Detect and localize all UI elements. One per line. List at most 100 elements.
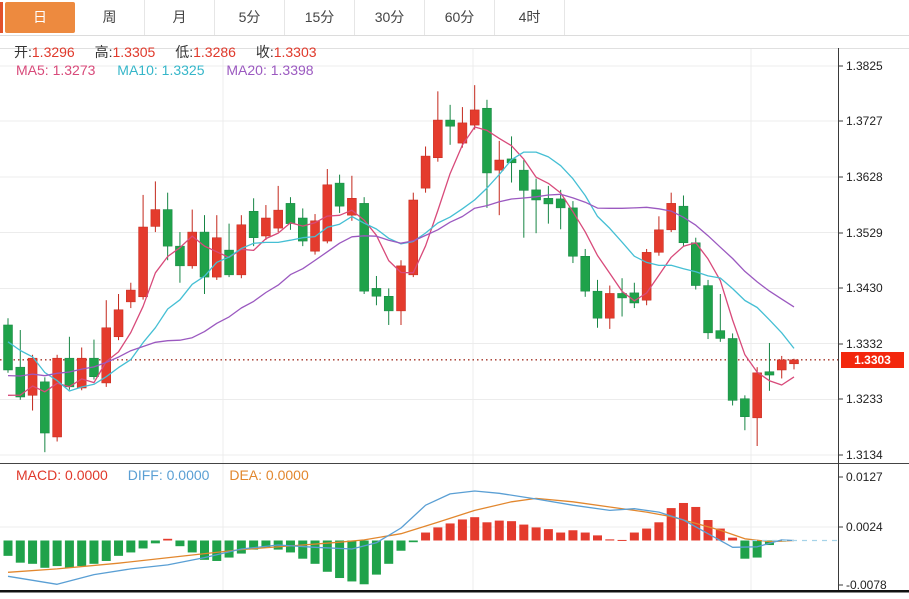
macd-bar	[298, 540, 308, 559]
macd-bar	[482, 522, 492, 541]
macd-bar	[101, 540, 111, 561]
macd-bar	[519, 524, 529, 541]
candle	[482, 107, 492, 174]
macd-bar	[580, 532, 590, 541]
macd-bar	[396, 540, 406, 551]
macd-bar	[236, 540, 246, 554]
macd-bar	[89, 540, 99, 564]
candle	[420, 155, 431, 189]
macd-bar	[666, 508, 676, 541]
macd-bar	[752, 540, 762, 558]
macd-bar	[77, 540, 87, 567]
candle	[261, 217, 271, 237]
candle	[531, 189, 541, 201]
macd-bar	[543, 529, 553, 541]
candle	[224, 249, 234, 276]
tab-15min[interactable]: 15分	[285, 0, 355, 35]
macd-bar	[384, 540, 394, 564]
candle	[285, 203, 296, 224]
macd-bar	[52, 540, 62, 567]
macd-bar	[138, 540, 148, 549]
candle	[617, 293, 627, 299]
macd-bar	[175, 540, 185, 547]
candle	[101, 327, 111, 384]
high-label: 高:	[94, 44, 113, 60]
price-tick-label: 1.3134	[846, 448, 883, 462]
candle	[175, 245, 185, 267]
tab-4hour[interactable]: 4时	[495, 0, 565, 35]
ma5-line	[7, 126, 795, 396]
candle	[703, 285, 713, 334]
candle	[40, 381, 50, 434]
open-value: 1.3296	[31, 44, 75, 60]
candle	[3, 324, 13, 371]
tab-30min[interactable]: 30分	[355, 0, 425, 35]
macd-bar	[642, 528, 652, 541]
macd-bar	[28, 540, 38, 564]
macd-bar	[249, 540, 259, 550]
candle	[494, 159, 504, 171]
candle	[371, 288, 382, 297]
tab-month[interactable]: 月	[145, 0, 215, 35]
tab-day[interactable]: 日	[5, 2, 75, 33]
price-tick-label: 1.3825	[846, 59, 883, 73]
macd-bar	[335, 540, 345, 579]
candle	[568, 207, 578, 257]
tabbar-divider	[0, 35, 909, 36]
macd-bar	[678, 502, 688, 541]
ma20-line	[7, 193, 795, 377]
candle	[691, 242, 701, 286]
macd-bar	[531, 527, 541, 541]
candle	[408, 199, 419, 276]
candle	[15, 366, 26, 398]
macd-bar	[187, 540, 197, 553]
macd-bar	[556, 532, 566, 541]
low-value: 1.3286	[193, 44, 236, 60]
price-tick-label: 1.3628	[846, 170, 883, 184]
diff-line	[7, 490, 795, 585]
macd-bar	[740, 540, 750, 559]
candle	[162, 209, 173, 247]
candle	[113, 309, 124, 338]
macd-bar	[163, 538, 173, 541]
macd-bar	[114, 540, 124, 556]
candle	[776, 359, 787, 371]
tab-5min[interactable]: 5分	[215, 0, 285, 35]
macd-bar	[421, 532, 431, 541]
ma10-legend: MA10: 1.3325	[117, 62, 205, 78]
macd-bar	[593, 535, 602, 541]
candle	[678, 205, 689, 244]
macd-value-legend: MACD: 0.0000	[16, 467, 108, 483]
macd-bar	[433, 527, 443, 541]
candle	[605, 293, 615, 319]
ma5-legend: MA5: 1.3273	[16, 62, 96, 78]
macd-bar	[359, 540, 369, 585]
low-label: 低:	[175, 44, 194, 60]
macd-bar	[629, 532, 639, 541]
high-value: 1.3305	[112, 44, 156, 60]
macd-bar	[617, 539, 627, 541]
candle	[76, 357, 87, 389]
ohlc-legend: 开:1.3296 高:1.3305 低:1.3286 收:1.3303	[14, 42, 333, 62]
macd-bar	[310, 540, 320, 564]
ma20-legend: MA20: 1.3398	[226, 62, 314, 78]
macd-bar	[126, 540, 136, 553]
candle	[543, 198, 554, 205]
candle	[396, 265, 406, 312]
candle	[52, 357, 62, 438]
macd-bar	[703, 520, 713, 541]
tab-60min[interactable]: 60分	[425, 0, 495, 35]
close-value: 1.3303	[273, 44, 317, 60]
macd-tick-label: 0.0024	[846, 520, 883, 534]
close-label: 收:	[255, 44, 274, 60]
current-price-tag: 1.3303	[841, 352, 904, 368]
macd-bar	[654, 522, 664, 541]
dea-line	[7, 497, 795, 573]
tab-week[interactable]: 周	[75, 0, 145, 35]
candle	[334, 182, 345, 207]
candle	[555, 198, 566, 209]
candle	[715, 330, 726, 339]
price-tick-label: 1.3332	[846, 337, 883, 351]
